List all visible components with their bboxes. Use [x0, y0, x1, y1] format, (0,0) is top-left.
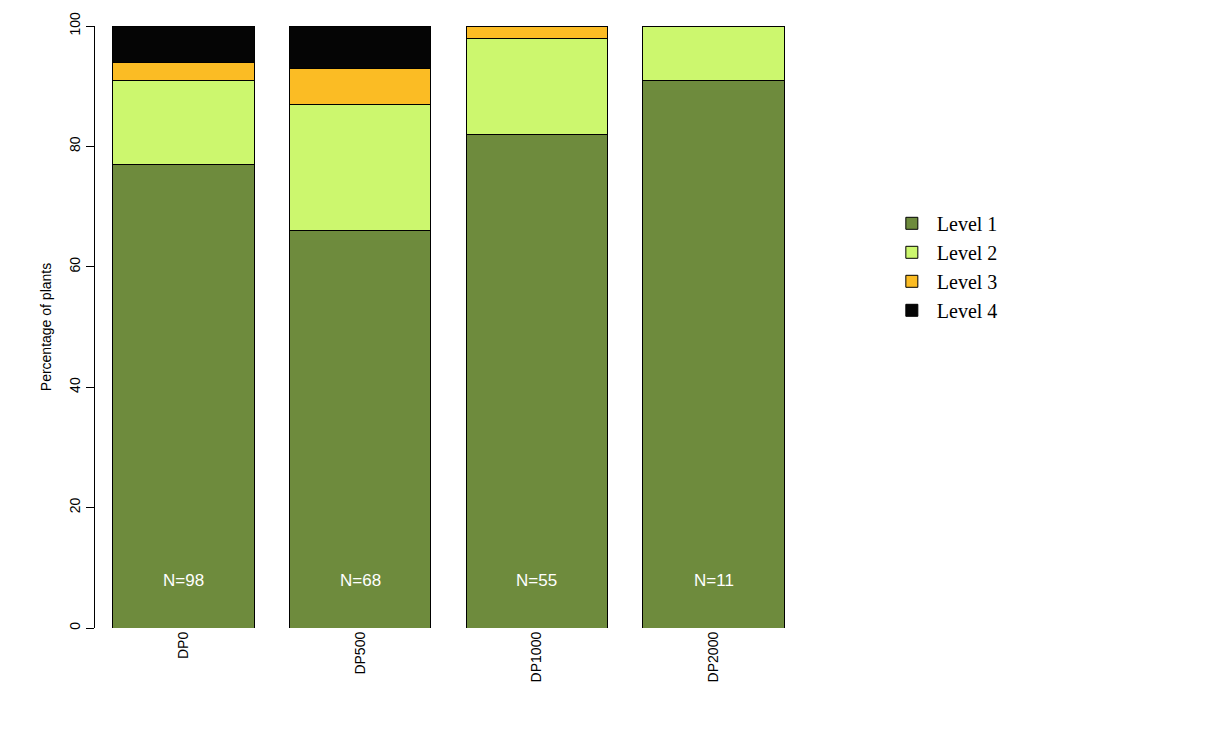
- svg-text:DP1000: DP1000: [528, 632, 544, 683]
- svg-text:DP0: DP0: [175, 632, 191, 659]
- svg-text:100: 100: [67, 12, 83, 36]
- svg-text:0: 0: [67, 622, 83, 630]
- svg-text:Level 3: Level 3: [937, 271, 998, 293]
- svg-text:Level 4: Level 4: [937, 300, 998, 322]
- svg-text:80: 80: [67, 136, 83, 152]
- svg-text:40: 40: [67, 377, 83, 393]
- svg-text:20: 20: [67, 498, 83, 514]
- svg-text:N=68: N=68: [340, 571, 381, 590]
- svg-text:N=11: N=11: [694, 571, 734, 590]
- svg-text:60: 60: [67, 257, 83, 273]
- svg-text:Level 1: Level 1: [937, 213, 998, 235]
- svg-text:Level 2: Level 2: [937, 242, 998, 264]
- svg-text:DP500: DP500: [352, 632, 368, 675]
- svg-text:N=55: N=55: [516, 571, 557, 590]
- svg-text:N=98: N=98: [163, 571, 204, 590]
- svg-text:DP2000: DP2000: [705, 632, 721, 683]
- svg-text:Percentage of plants: Percentage of plants: [38, 263, 54, 391]
